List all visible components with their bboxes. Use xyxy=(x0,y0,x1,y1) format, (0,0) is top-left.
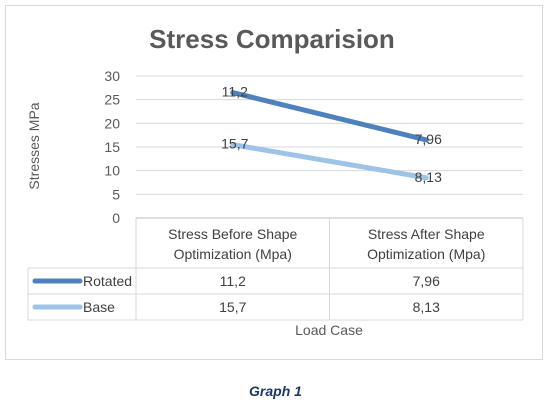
y-tick-label: 5 xyxy=(112,186,120,202)
legend-label: Rotated xyxy=(83,273,132,289)
category-label: Optimization (Mpa) xyxy=(174,246,292,262)
y-tick-label: 20 xyxy=(104,115,120,131)
chart-container: Stress Comparision 0 5 10 15 20 25 30 Stresses… xyxy=(5,5,543,360)
series-line xyxy=(230,90,429,143)
data-table: Stress Before Shape Optimization (Mpa) Str… xyxy=(27,217,524,321)
category-label: Optimization (Mpa) xyxy=(367,246,485,262)
category-label: Stress Before Shape xyxy=(168,226,297,242)
table-value: 7,96 xyxy=(413,273,440,289)
y-tick-label: 15 xyxy=(104,139,120,155)
data-label: 7,96 xyxy=(415,131,442,147)
x-axis-label: Load Case xyxy=(295,322,363,338)
y-axis-label: Stresses MPa xyxy=(26,102,42,189)
table-value: 15,7 xyxy=(219,299,246,315)
gridlines xyxy=(136,75,523,195)
data-label: 15,7 xyxy=(221,136,248,152)
table-value: 11,2 xyxy=(220,273,246,289)
figure-caption: Graph 1 xyxy=(249,383,302,399)
data-label: 8,13 xyxy=(415,169,442,185)
legend-label: Base xyxy=(83,299,115,315)
data-label: 11,2 xyxy=(222,84,248,100)
data-labels: 11,2 7,96 15,7 8,13 xyxy=(221,84,442,185)
series-lines xyxy=(230,90,429,181)
series-line xyxy=(230,142,429,181)
category-label: Stress After Shape xyxy=(368,226,485,242)
line-chart: Stress Comparision 0 5 10 15 20 25 30 Stresses… xyxy=(26,24,524,338)
y-tick-label: 10 xyxy=(104,163,120,179)
y-axis-ticks: 0 5 10 15 20 25 30 xyxy=(104,68,120,226)
y-tick-label: 25 xyxy=(104,92,120,108)
table-value: 8,13 xyxy=(413,299,440,315)
chart-title: Stress Comparision xyxy=(149,24,395,54)
y-tick-label: 0 xyxy=(112,210,120,226)
y-tick-label: 30 xyxy=(104,68,120,84)
